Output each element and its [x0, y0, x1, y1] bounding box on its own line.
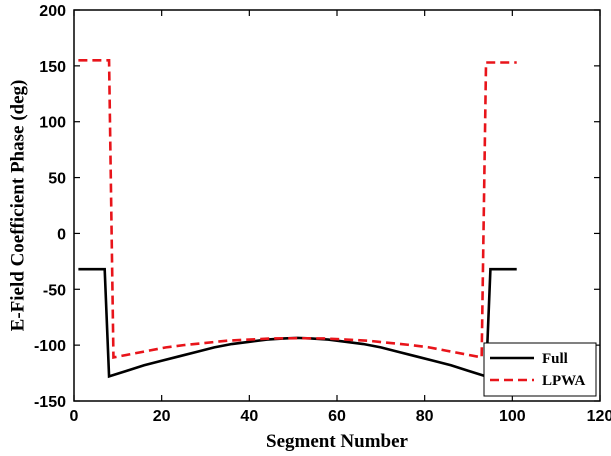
tick-layer: 0 20 40 60 80 100 120 -150 -100 -50 0 50 100 150 200: [34, 3, 611, 425]
y-axis-title: E-Field Coefficient Phase (deg): [8, 80, 29, 332]
y-tick-label: 0: [57, 226, 66, 243]
x-tick-label: 0: [70, 408, 79, 425]
x-tick-label: 20: [153, 408, 171, 425]
plot-frame: [73, 9, 601, 402]
x-axis-title: Segment Number: [266, 431, 409, 452]
series-line-lpwa: [78, 58, 517, 359]
series-line-full: [78, 267, 517, 379]
x-tick-label: 100: [499, 408, 526, 425]
legend-label-lpwa: LPWA: [542, 373, 586, 389]
y-tick-label: 150: [39, 59, 66, 76]
y-tick-label: -50: [43, 282, 66, 299]
legend-label-full: Full: [542, 351, 568, 367]
x-tick-label: 40: [240, 408, 258, 425]
legend: Full LPWA: [483, 342, 597, 397]
x-tick-label: 80: [416, 408, 434, 425]
x-tick-label: 60: [328, 408, 346, 425]
y-tick-label: 200: [39, 3, 66, 20]
legend-box: [483, 342, 597, 397]
y-tick-label: -150: [34, 394, 66, 411]
series-layer: [78, 58, 517, 379]
y-tick-label: -100: [34, 338, 66, 355]
x-tick-label: 120: [587, 408, 611, 425]
y-tick-label: 50: [48, 171, 66, 188]
y-tick-label: 100: [39, 115, 66, 132]
